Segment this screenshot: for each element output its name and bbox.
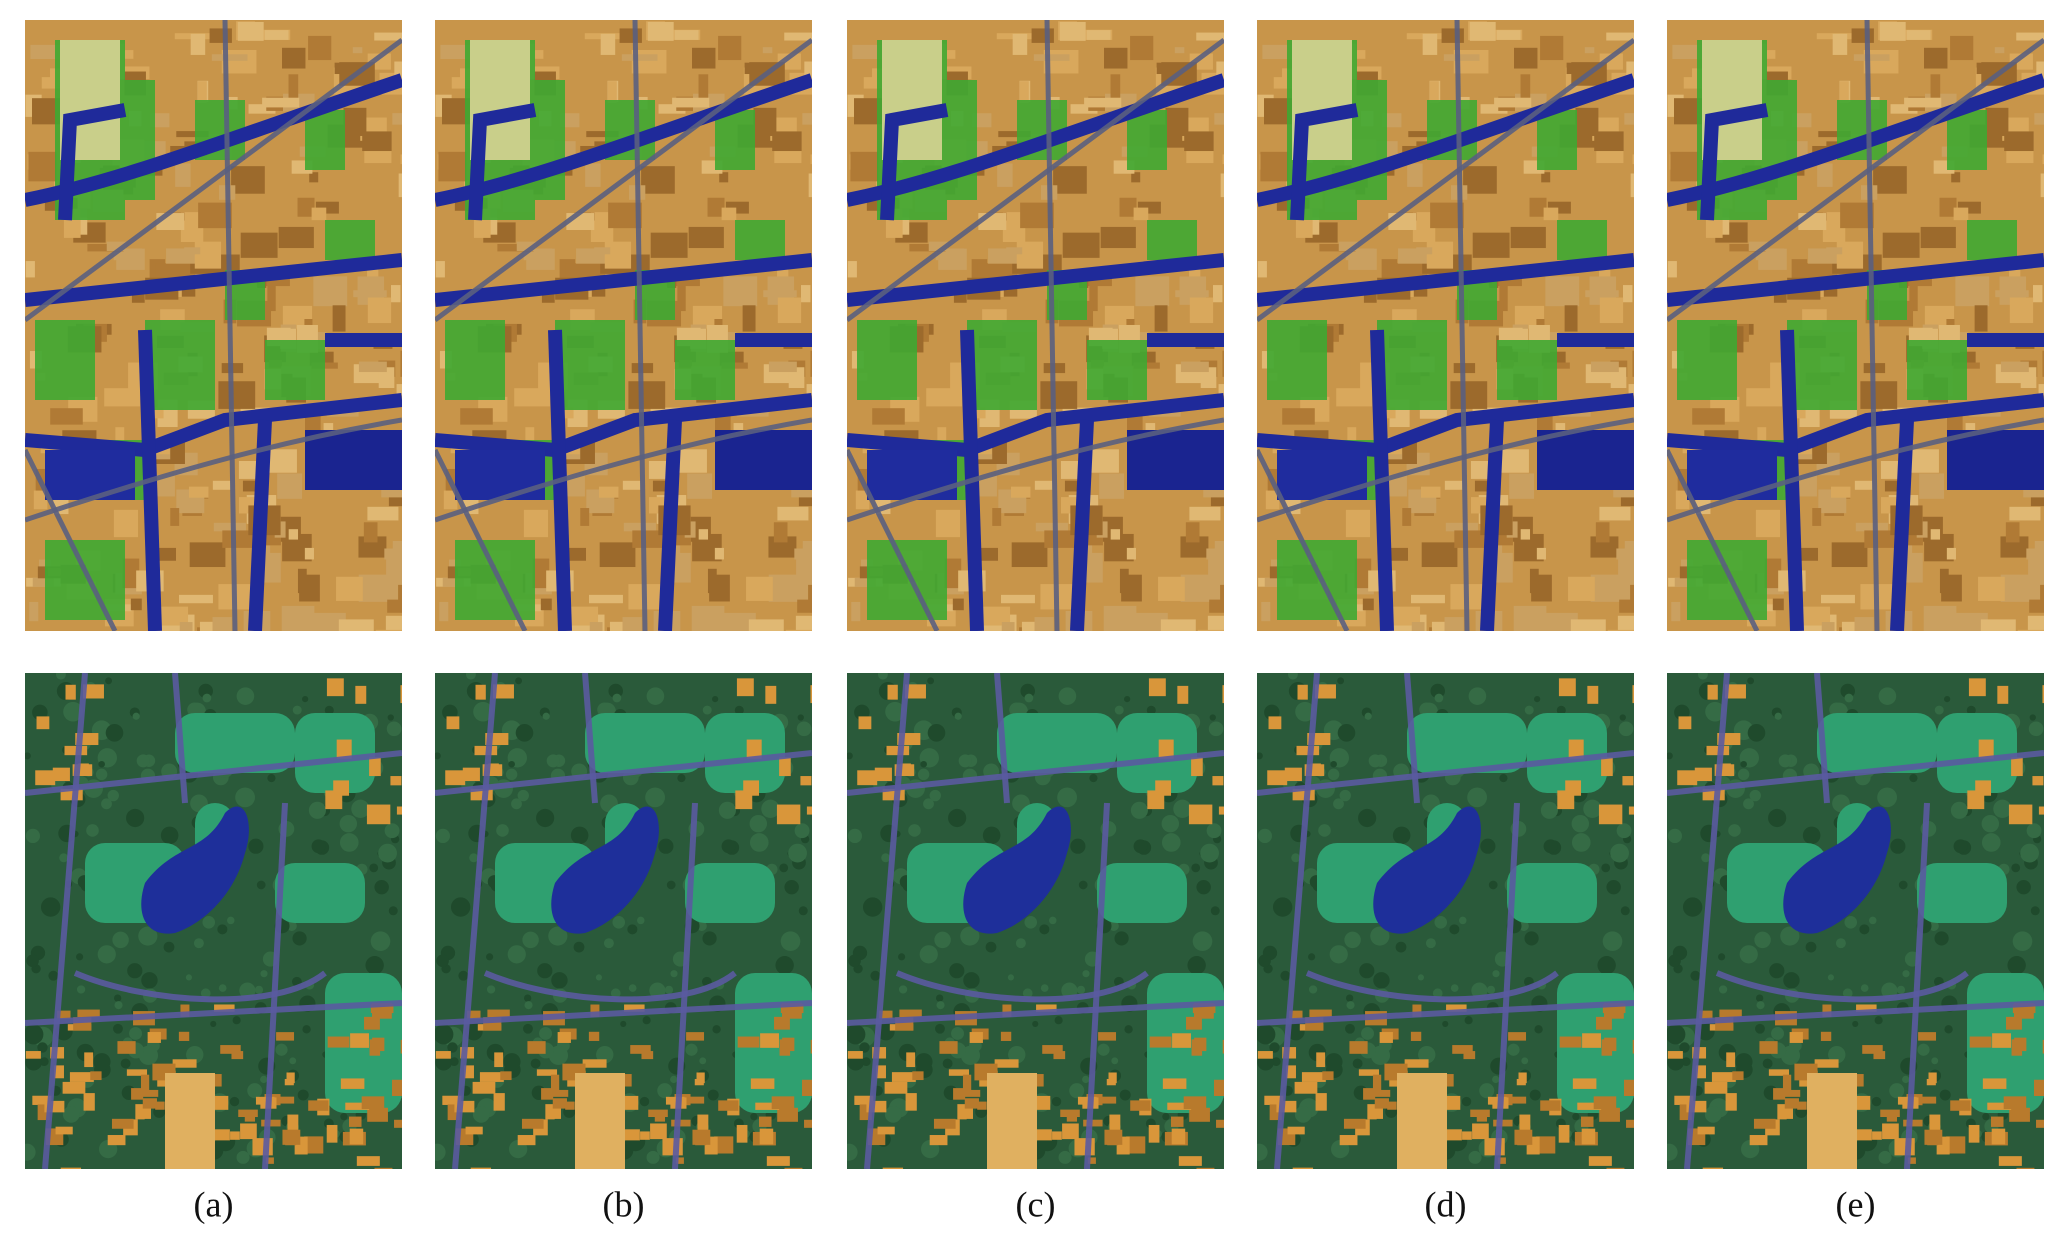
urban-map-image	[25, 20, 426, 651]
panel-grid: (a) (b) (c) (d) (e)	[19, 20, 2060, 1224]
panel-column: (e)	[1661, 20, 2060, 1224]
panel-label: (b)	[603, 1184, 645, 1224]
panel-label: (a)	[194, 1184, 234, 1224]
panel-column: (b)	[429, 20, 836, 1224]
urban-map-image	[1257, 20, 1658, 651]
urban-map-image	[847, 20, 1248, 651]
park-map-image	[429, 670, 829, 1181]
urban-map-image	[1667, 20, 2060, 651]
park-map-image	[1251, 670, 1651, 1181]
panel-label: (e)	[1836, 1184, 1876, 1224]
panel-column: (d)	[1251, 20, 1658, 1224]
park-map-image	[1661, 670, 2060, 1181]
park-map-image	[841, 670, 1241, 1181]
panel-column: (c)	[841, 20, 1248, 1224]
panel-column: (a)	[19, 20, 426, 1224]
urban-map-image	[435, 20, 836, 651]
park-map-image	[19, 670, 419, 1181]
panel-label: (d)	[1425, 1184, 1467, 1224]
panel-label: (c)	[1016, 1184, 1056, 1224]
